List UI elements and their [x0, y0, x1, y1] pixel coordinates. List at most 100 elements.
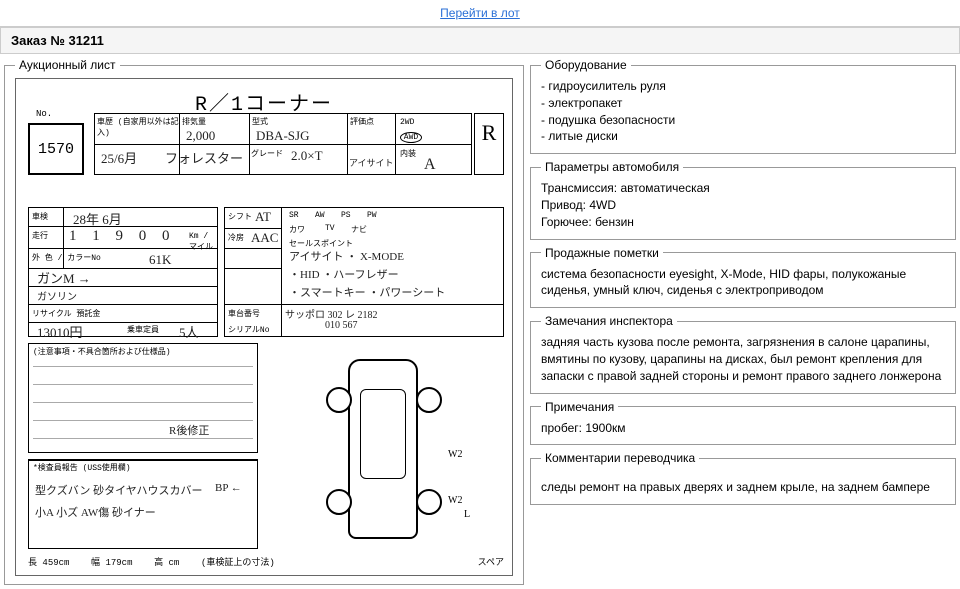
sr-lbl: SR [289, 211, 299, 220]
mid-grid: 車検 28年 6月 走行 1 1 9 0 0 Km / マイル 外 色 / カラ… [28, 207, 504, 337]
inspector-area: *検査員報告 (USS使用欄) 型クズバン 砂タイヤハウスカバー BP ← 小A… [28, 459, 258, 549]
chassis-l1: サッポロ 302 レ 2182 [285, 306, 378, 321]
goto-lot-link[interactable]: Перейти в лот [440, 6, 520, 20]
equipment-fieldset: Оборудование - гидроусилитель руля - эле… [530, 58, 956, 154]
shaken-val: 28年 6月 [73, 209, 122, 228]
inspector-legend: Замечания инспектора [541, 314, 677, 328]
insp-l1: 型クズバン 砂タイヤハウスカバー [35, 482, 203, 498]
lot-number-box: 1570 [28, 123, 84, 175]
pw-lbl: PW [367, 211, 377, 220]
interior-lbl: 内装 [400, 148, 416, 159]
equip-item-2: - подушка безопасности [541, 112, 945, 129]
auction-sheet-image: R／1コーナー No. 1570 車歴 (自家用以外は記入) 排気量 2,000… [15, 78, 513, 576]
param-fuel: Горючее: бензин [541, 214, 945, 231]
chassis-lbl: 車台番号 [228, 308, 260, 319]
params-fieldset: Параметры автомобиля Трансмиссия: автома… [530, 160, 956, 239]
fuel-lbl: Горючее: [541, 215, 592, 229]
equip-item-0: - гидроусилитель руля [541, 78, 945, 95]
damage-mark-2: W2 [448, 495, 462, 506]
recycle-val: 13010円 [37, 322, 83, 341]
ac-lbl: 冷房 [228, 232, 244, 243]
color-no: 61K [149, 252, 171, 268]
damage-mark-3: L [464, 509, 470, 520]
hdr-c3-lbl: 型式 [252, 116, 268, 127]
insp-bp: BP ← [215, 482, 242, 494]
wid-lbl: 幅 [91, 558, 100, 568]
auction-sheet-fieldset: Аукционный лист R／1コーナー No. 1570 車歴 (自家用… [4, 58, 524, 585]
mileage-lbl: 走行 [32, 230, 48, 241]
auction-sheet-legend: Аукционный лист [15, 58, 120, 72]
sales-l3: ・スマートキー ・パワーシート [289, 284, 445, 300]
bottom-dims: 長 459cm 幅 179cm 高 cm (車検証上の寸法) スペア [28, 555, 504, 571]
remarks-mileage-val: 1900км [585, 421, 625, 435]
model-name: フォレスター [165, 148, 243, 167]
hdr-c4-lbl: 評価点 [350, 116, 374, 127]
hgt-val: cm [169, 558, 180, 568]
params-legend: Параметры автомобиля [541, 160, 683, 174]
dims-extra: (車検証上の寸法) [201, 558, 275, 568]
sales-l1: アイサイト ・ X-MODE [289, 248, 404, 264]
color-val: ガンM → [37, 268, 91, 287]
car-diagram: W2 W2 L [268, 349, 498, 549]
transmission-val: автоматическая [620, 181, 709, 195]
equip-item-3: - литые диски [541, 128, 945, 145]
eyesight: アイサイト [349, 156, 394, 169]
wheel-front-right [416, 387, 442, 413]
sales-l2: ・HID ・ハーフレザー [289, 266, 399, 282]
wheel-rear-left [326, 489, 352, 515]
ps-lbl: PS [341, 211, 351, 220]
len-lbl: 長 [28, 558, 37, 568]
ac-val: AAC [251, 230, 278, 246]
top-link-bar: Перейти в лот [0, 0, 960, 27]
inspector-head: *検査員報告 (USS使用欄) [33, 462, 131, 473]
right-panel: Оборудование - гидроусилитель руля - эле… [530, 58, 956, 585]
order-number: 31211 [68, 33, 103, 48]
grade-letter: R [475, 114, 503, 146]
serial-lbl: シリアルNo [228, 324, 270, 335]
hgt-lbl: 高 [154, 558, 163, 568]
notes-area: (注意事項・不具合箇所および仕様品) R後修正 [28, 343, 258, 453]
aw-lbl: AW [315, 211, 325, 220]
interior-val: A [424, 156, 436, 174]
reg-date: 25/6月 [101, 148, 137, 167]
translator-text: следы ремонт на правых дверях и заднем к… [541, 479, 945, 496]
car-roof-outline [360, 389, 406, 479]
remarks-fieldset: Примечания пробег: 1900км [530, 400, 956, 446]
left-panel: Аукционный лист R／1コーナー No. 1570 車歴 (自家用… [4, 58, 524, 585]
tv-lbl: TV [325, 224, 335, 233]
remarks-mileage-lbl: пробег: [541, 421, 582, 435]
drive-val: 4WD [589, 198, 616, 212]
sales-text: система безопасности eyesight, X-Mode, H… [541, 266, 945, 300]
len-val: 459cm [42, 558, 69, 568]
order-label: Заказ № [11, 33, 65, 48]
shift-lbl: シフト [228, 211, 252, 222]
grade-lbl: グレード [251, 148, 283, 159]
grade-box: R [474, 113, 504, 175]
mid-left: 車検 28年 6月 走行 1 1 9 0 0 Km / マイル 外 色 / カラ… [28, 207, 218, 337]
wid-val: 179cm [105, 558, 132, 568]
shaken-lbl: 車検 [32, 211, 48, 222]
notes-head: (注意事項・不具合箇所および仕様品) [33, 346, 171, 357]
param-drive: Привод: 4WD [541, 197, 945, 214]
displacement-val: 2,000 [186, 128, 215, 144]
capacity-lbl: 乗車定員 [127, 324, 159, 335]
drive-2wd: 2WD [400, 118, 414, 127]
mileage-val: 1 1 9 0 0 [69, 228, 176, 245]
spare-lbl: スペア [478, 555, 504, 568]
model-code-val: DBA-SJG [256, 128, 309, 144]
remarks-line: пробег: 1900км [541, 420, 945, 437]
chassis-l2: 010 567 [325, 320, 358, 331]
kawa-lbl: カワ [289, 224, 305, 235]
lot-number: 1570 [38, 141, 74, 158]
sales-fieldset: Продажные пометки система безопасности e… [530, 246, 956, 309]
drive-lbl: Привод: [541, 198, 586, 212]
hdr-c2-lbl: 排気量 [182, 116, 206, 127]
hdr-c1-lbl: 車歴 (自家用以外は記入) [97, 116, 179, 138]
equipment-legend: Оборудование [541, 58, 631, 72]
mid-right: シフト AT 冷房 AAC SR AW PS PW カワ TV ナビ セールスポ… [224, 207, 504, 337]
translator-legend: Комментарии переводчика [541, 451, 699, 465]
wheel-rear-right [416, 489, 442, 515]
header-row: 車歴 (自家用以外は記入) 排気量 2,000 型式 DBA-SJG 評価点 2… [94, 113, 472, 175]
inspector-fieldset: Замечания инспектора задняя часть кузова… [530, 314, 956, 393]
order-header: Заказ № 31211 [0, 27, 960, 54]
